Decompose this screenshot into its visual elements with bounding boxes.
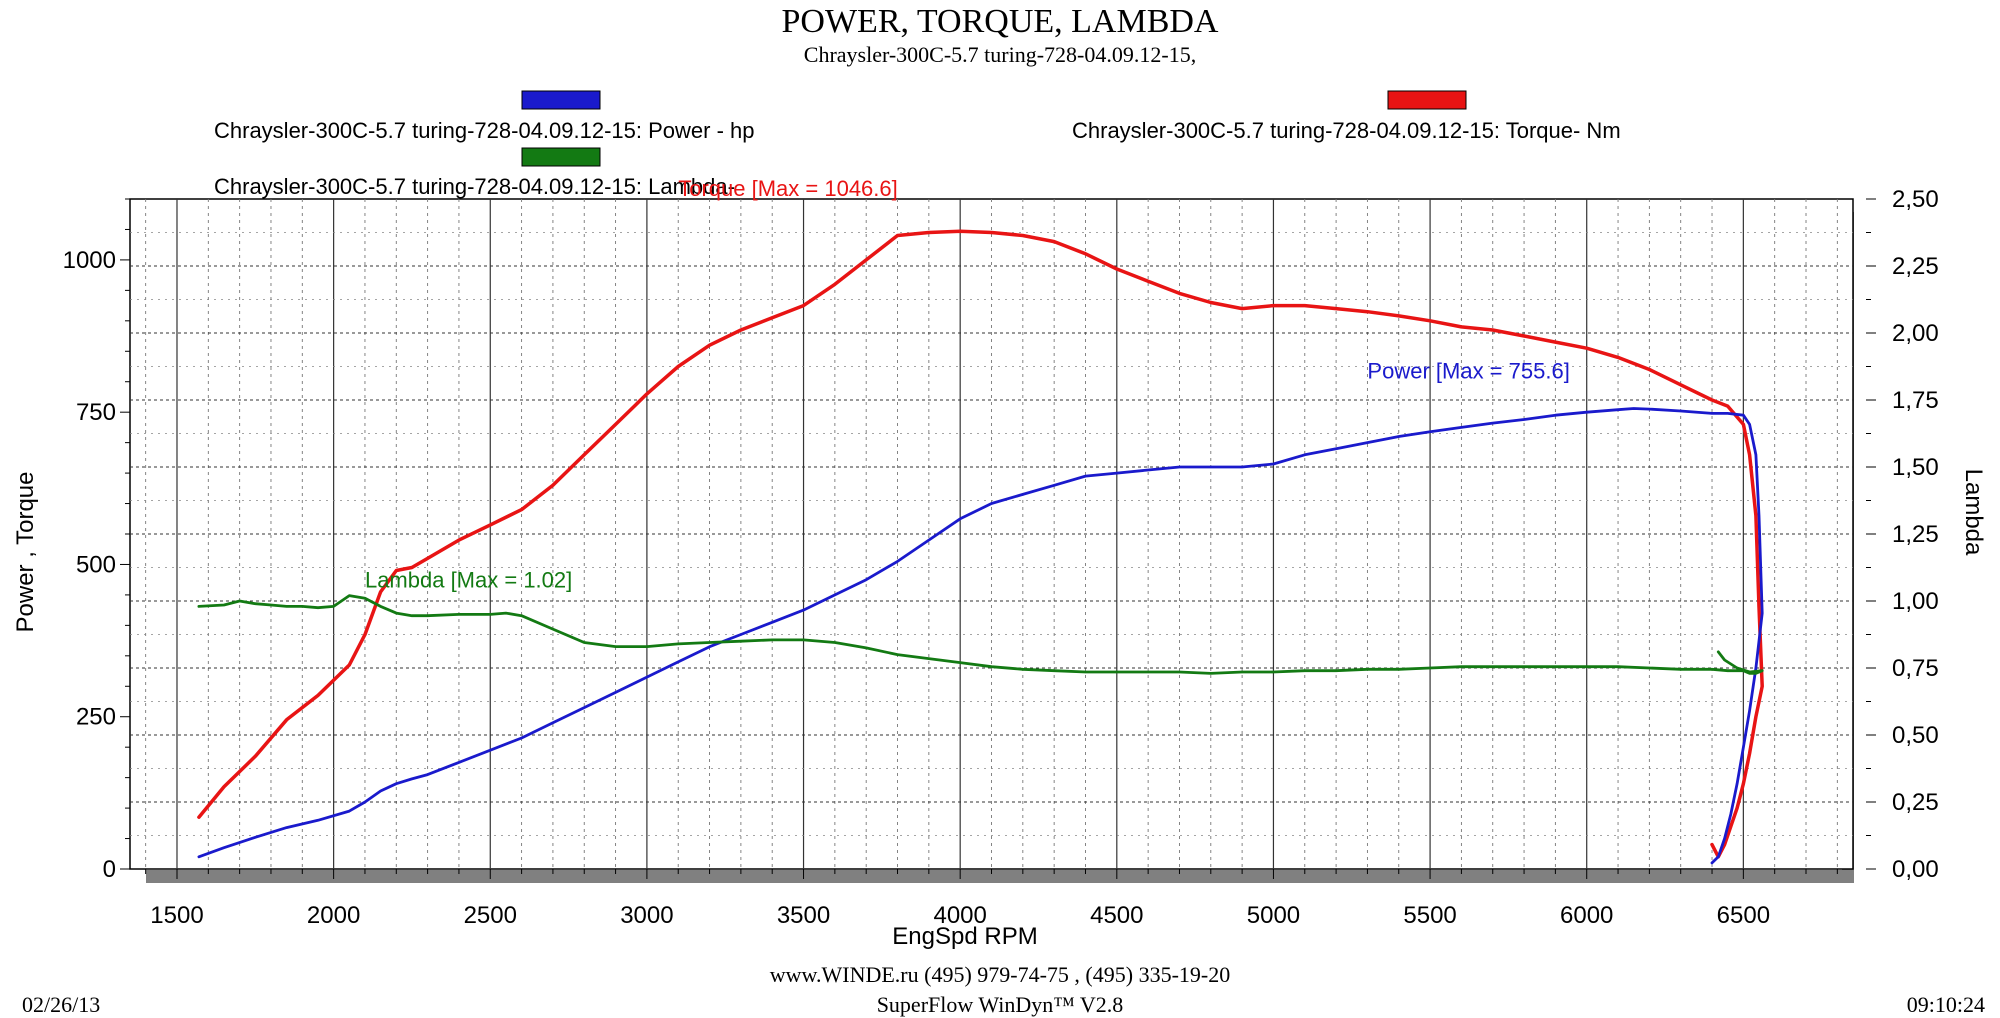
y-left-tick-label: 500 [76, 551, 116, 578]
chart-title: POWER, TORQUE, LAMBDA [782, 3, 1219, 40]
x-tick-label: 5000 [1247, 902, 1300, 929]
legend-label-power: Chraysler-300C-5.7 turing-728-04.09.12-1… [214, 118, 755, 143]
plot-frame [129, 198, 1854, 883]
y-right-tick-label: 2,50 [1892, 186, 1939, 213]
series-line-torque [197, 229, 1764, 859]
y-axis-right: 0,00 0,25 0,50 0,75 1,00 1,25 1,50 1,75 2,00 2,25… [1866, 186, 1939, 883]
chart-subtitle: Chraysler-300C-5.7 turing-728-04.09.12-1… [804, 42, 1196, 67]
y-right-tick-label: 0,25 [1892, 789, 1939, 816]
x-tick-label: 3000 [620, 902, 673, 929]
x-tick-label: 5500 [1403, 902, 1456, 929]
y-axis-left-title: Power , Torque [12, 472, 39, 633]
frame-shadow-bottom [146, 870, 1854, 883]
annotation-torque: Torque [Max = 1046.6] [678, 176, 898, 201]
y-right-tick-label: 1,25 [1892, 521, 1939, 548]
x-tick-label: 3500 [777, 902, 830, 929]
series-layer [197, 229, 1764, 865]
y-left-tick-label: 750 [76, 399, 116, 426]
x-tick-label: 4500 [1090, 902, 1143, 929]
y-left-tick-label: 0 [103, 856, 116, 883]
y-right-tick-label: 1,75 [1892, 387, 1939, 414]
legend-label-torque: Chraysler-300C-5.7 turing-728-04.09.12-1… [1072, 118, 1621, 143]
x-tick-label: 1500 [150, 902, 203, 929]
x-tick-label: 2500 [464, 902, 517, 929]
footer-time: 09:10:24 [1907, 992, 1985, 1017]
x-tick-label: 2000 [307, 902, 360, 929]
y-right-tick-label: 0,75 [1892, 655, 1939, 682]
x-tick-label: 4000 [933, 902, 986, 929]
y-right-tick-label: 1,50 [1892, 454, 1939, 481]
legend-swatch-lambda [521, 147, 601, 167]
series-line-lambda [197, 594, 1764, 675]
y-axis-right-title: Lambda [1960, 469, 1987, 556]
series-line-power [197, 407, 1764, 865]
y-right-tick-label: 0,00 [1892, 856, 1939, 883]
y-right-tick-label: 1,00 [1892, 588, 1939, 615]
y-axis-left: 0 250 500 750 1000 [63, 198, 130, 883]
footer-software: SuperFlow WinDyn™ V2.8 [877, 992, 1124, 1017]
x-tick-label: 6000 [1560, 902, 1613, 929]
legend-swatch-torque [1387, 90, 1467, 110]
annotation-lambda: Lambda [Max = 1.02] [365, 568, 572, 593]
y-left-tick-label: 250 [76, 704, 116, 731]
grid [130, 199, 1853, 869]
legend-swatch-power [521, 90, 601, 110]
legend: Chraysler-300C-5.7 turing-728-04.09.12-1… [214, 90, 1621, 199]
y-right-tick-label: 0,50 [1892, 722, 1939, 749]
y-left-tick-label: 1000 [63, 247, 116, 274]
x-axis-title: EngSpd RPM [892, 923, 1037, 950]
legend-label-lambda: Chraysler-300C-5.7 turing-728-04.09.12-1… [214, 174, 735, 199]
y-right-tick-label: 2,25 [1892, 253, 1939, 280]
x-tick-label: 6500 [1717, 902, 1770, 929]
annotations: Torque [Max = 1046.6] Power [Max = 755.6]… [365, 176, 1570, 593]
footer-website: www.WINDE.ru (495) 979-74-75 , (495) 335… [770, 962, 1230, 987]
x-axis: 1500 2000 2500 3000 3500 4000 4500 5000 5500 6000… [145, 869, 1838, 929]
footer-date: 02/26/13 [22, 992, 100, 1017]
y-right-tick-label: 2,00 [1892, 320, 1939, 347]
annotation-power: Power [Max = 755.6] [1367, 359, 1569, 384]
